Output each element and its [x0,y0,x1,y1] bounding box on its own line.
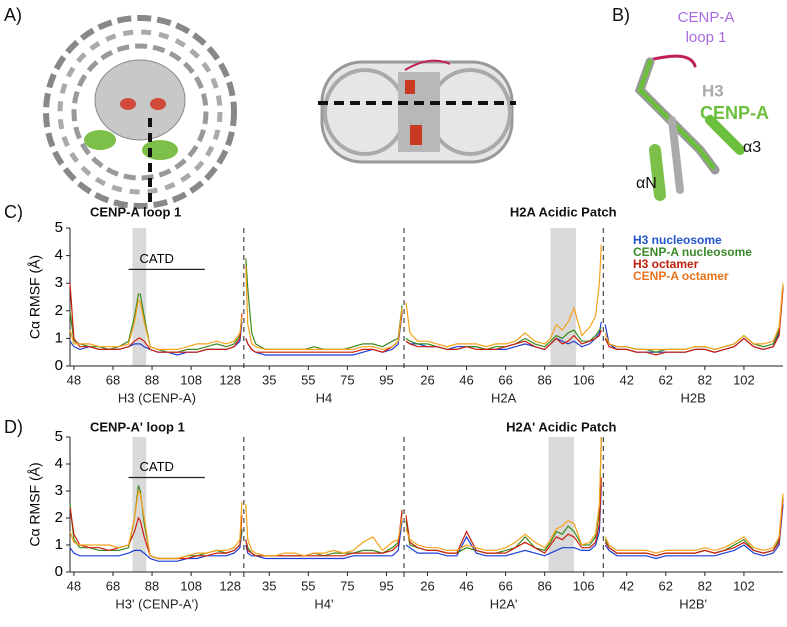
x-tick-label: 48 [67,372,81,387]
y-tick-label: 3 [55,482,63,499]
segment-label: H2A' [490,596,518,611]
x-tick-label: 86 [537,372,551,387]
segment-label: H2B' [679,596,707,611]
series-line [69,477,784,560]
y-tick-label: 0 [55,563,63,580]
x-tick-label: 35 [262,372,276,387]
highlight-span [132,228,147,366]
cenpa-label: CENP-A [700,103,769,123]
segment-label: H3 (CENP-A) [118,390,196,405]
x-tick-label: 26 [420,372,434,387]
x-tick-label: 82 [698,372,712,387]
x-tick-label: 35 [262,578,276,593]
nucleosome-top-view [43,15,237,209]
x-tick-label: 106 [573,372,595,387]
x-tick-label: 108 [180,372,202,387]
x-tick-label: 108 [180,578,202,593]
y-tick-label: 4 [55,455,63,472]
legend-entry: CENP-A nucleosome [633,245,752,259]
x-tick-label: 62 [659,372,673,387]
panel-label: D) [4,417,23,437]
loop-label: CENP-A [678,9,735,26]
x-tick-label: 66 [498,372,512,387]
catd-label: CATD [139,459,173,474]
y-axis-label: Cα RMSF (Å) [27,462,43,546]
panel-label: C) [4,202,23,222]
highlight-span [132,437,147,572]
x-tick-label: 42 [619,578,633,593]
series-line [69,244,784,351]
histone-superposition [634,54,745,201]
panel-label: A) [4,5,22,25]
x-tick-label: 128 [219,578,241,593]
x-tick-label: 75 [340,372,354,387]
segment-label: H2B [680,390,705,405]
annotation: H2A' Acidic Patch [506,419,616,434]
legend-entry: H3 octamer [633,257,699,271]
x-tick-label: 102 [733,578,755,593]
y-tick-label: 5 [55,219,63,236]
legend-entry: H3 nucleosome [633,233,722,247]
y-tick-label: 1 [55,329,63,346]
x-tick-label: 48 [67,578,81,593]
y-tick-label: 2 [55,302,63,319]
x-tick-label: 95 [379,578,393,593]
h3-label: H3 [702,81,724,100]
segment-label: H3' (CENP-A') [115,596,198,611]
x-tick-label: 88 [145,372,159,387]
series-line [69,258,784,353]
x-tick-label: 62 [659,578,673,593]
y-tick-label: 3 [55,274,63,291]
x-tick-label: 46 [459,372,473,387]
segment-label: H4 [316,390,333,405]
y-tick-label: 2 [55,509,63,526]
x-tick-label: 82 [698,578,712,593]
x-tick-label: 88 [145,578,159,593]
x-tick-label: 95 [379,372,393,387]
x-tick-label: 106 [573,578,595,593]
catd-label: CATD [139,251,173,266]
y-tick-label: 5 [55,428,63,445]
nucleosome-side-view [318,59,516,164]
alphaN-label: αN [636,175,657,192]
x-tick-label: 68 [106,578,120,593]
series-line [69,283,784,356]
series-line [69,285,784,356]
x-tick-label: 66 [498,578,512,593]
legend-entry: CENP-A octamer [633,269,729,283]
series-line [69,436,784,560]
y-tick-label: 1 [55,536,63,553]
alpha3-label: α3 [743,139,761,156]
x-tick-label: 55 [301,372,315,387]
x-tick-label: 26 [420,578,434,593]
segment-label: H4' [314,596,333,611]
segment-label: H2A [491,390,517,405]
x-tick-label: 42 [619,372,633,387]
x-tick-label: 68 [106,372,120,387]
highlight-span [548,437,574,572]
x-tick-label: 102 [733,372,755,387]
highlight-span [550,228,576,366]
series-line [69,485,784,562]
x-tick-label: 86 [537,578,551,593]
series-line [69,436,784,560]
panel-label: B) [612,5,630,25]
loop-label: loop 1 [686,29,727,46]
x-tick-label: 46 [459,578,473,593]
y-axis-label: Cα RMSF (Å) [27,255,43,339]
x-tick-label: 75 [340,578,354,593]
annotation: CENP-A' loop 1 [90,419,185,434]
annotation: CENP-A loop 1 [90,204,181,219]
x-tick-label: 55 [301,578,315,593]
x-tick-label: 128 [219,372,241,387]
y-tick-label: 0 [55,357,63,374]
y-tick-label: 4 [55,247,63,264]
annotation: H2A Acidic Patch [510,204,617,219]
